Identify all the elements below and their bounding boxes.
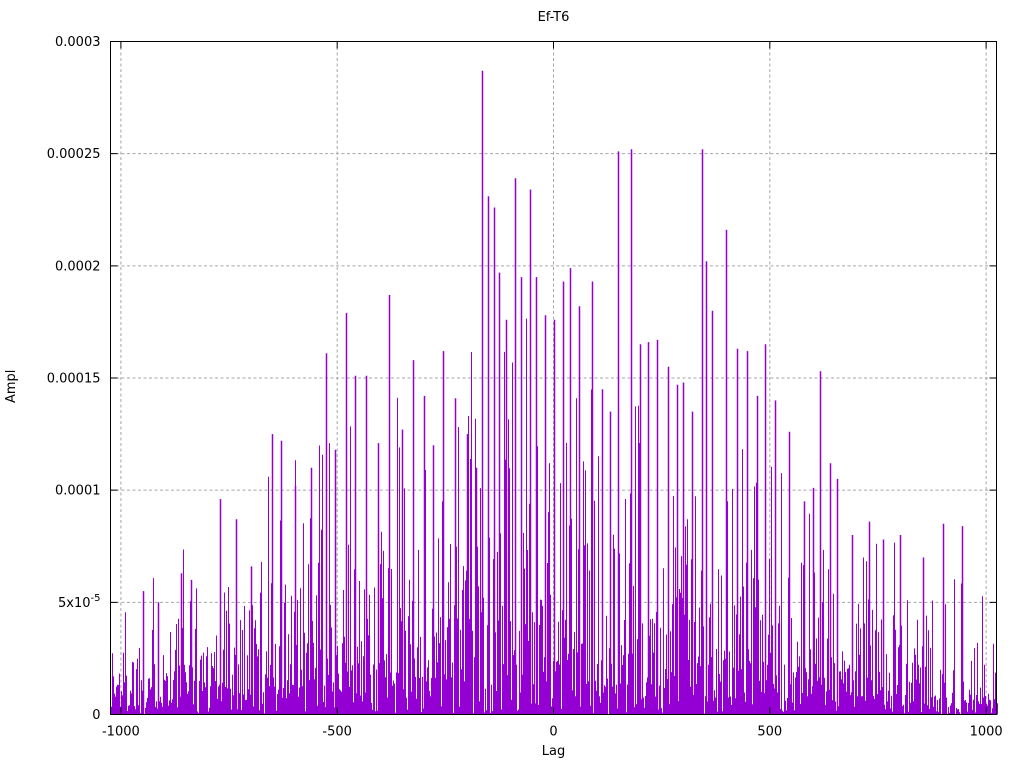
x-tick-label: 500 (757, 725, 782, 740)
peak-impulses-series (142, 70, 964, 715)
y-tick-label: 0.0003 (55, 35, 101, 50)
y-tick-label: 0 (92, 708, 100, 723)
noise-impulses-series (111, 318, 998, 715)
y-tick-label: 0.0001 (55, 484, 101, 499)
x-tick-label: 0 (549, 725, 557, 740)
y-tick-label: 5x10-5 (58, 593, 101, 611)
x-tick-label: 1000 (970, 725, 1003, 740)
x-tick-label: -500 (322, 725, 352, 740)
y-tick-label: 0.00025 (47, 147, 101, 162)
y-tick-label: 0.00015 (47, 372, 101, 387)
chart-title: Ef-T6 (537, 10, 570, 25)
x-tick-label: -1000 (102, 725, 140, 740)
tick-marks (110, 41, 997, 715)
y-tick-label: 0.0002 (55, 259, 101, 274)
x-axis-label: Lag (541, 744, 566, 759)
